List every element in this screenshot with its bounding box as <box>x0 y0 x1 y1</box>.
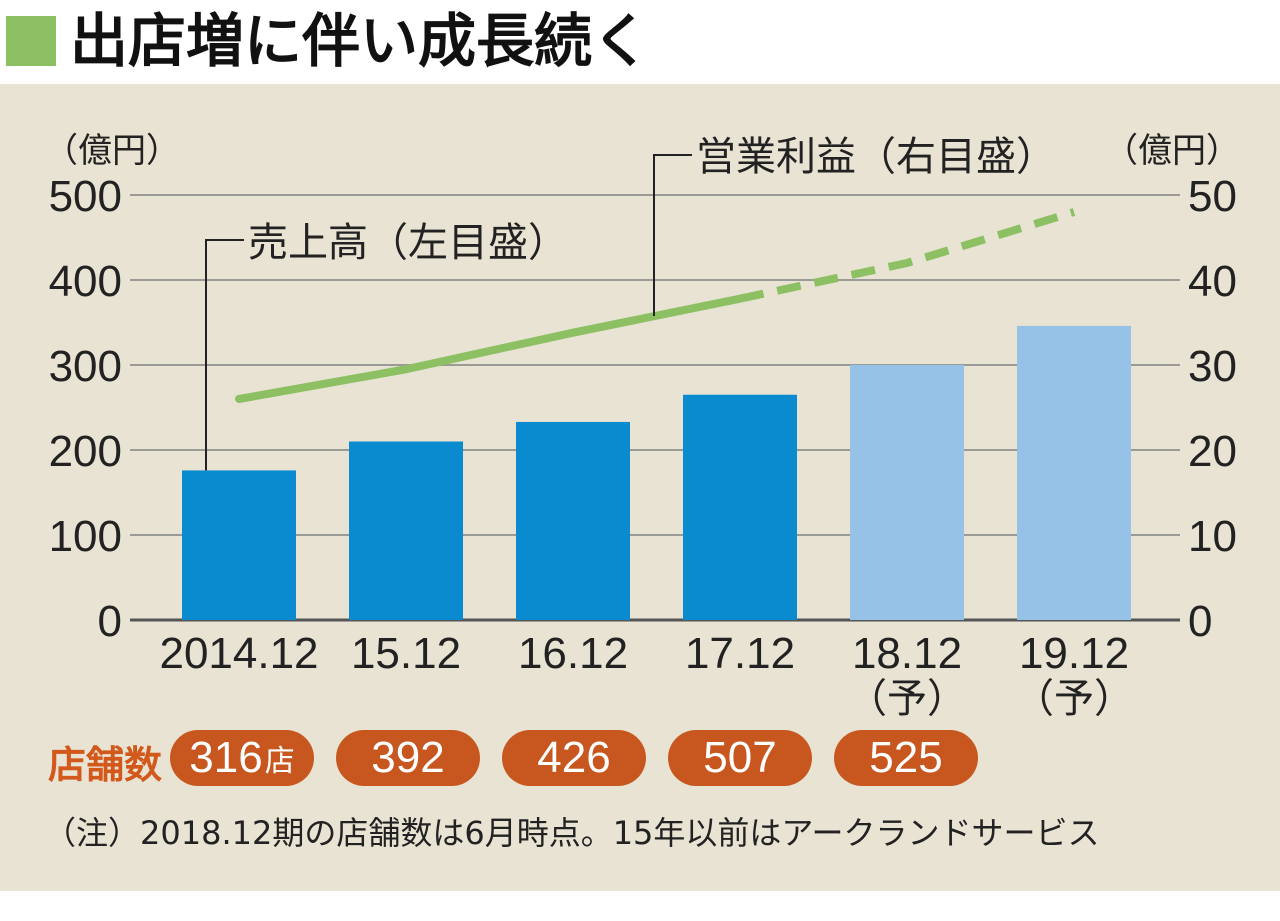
line-layer <box>235 208 1076 403</box>
store-count-pill: 426 <box>502 730 646 786</box>
bar <box>349 441 463 620</box>
right-tick-label: 30 <box>1188 342 1237 391</box>
store-count-value: 316 <box>189 733 263 782</box>
right-tick-label: 50 <box>1188 172 1237 221</box>
bar <box>683 394 797 620</box>
right-tick-label: 10 <box>1188 512 1237 561</box>
bar <box>1017 325 1131 620</box>
store-count-pill: 316 店 <box>170 730 314 786</box>
profit-series-label: 営業利益（右目盛） <box>696 134 1056 180</box>
store-count-suffix: 店 <box>264 744 295 779</box>
left-tick-label: 400 <box>49 257 122 306</box>
left-tick-label: 300 <box>49 342 122 391</box>
bar <box>182 470 296 620</box>
store-count-value: 507 <box>703 733 777 782</box>
profit-leader-line <box>653 154 692 316</box>
x-tick-sublabel: （予） <box>847 676 967 722</box>
store-count-pill: 392 <box>336 730 480 786</box>
right-tick-label: 40 <box>1188 257 1237 306</box>
left-tick-label: 0 <box>98 597 122 646</box>
x-tick-label: 16.12 <box>518 629 628 678</box>
right-tick-label: 20 <box>1188 427 1237 476</box>
store-count-pill: 525 <box>834 730 978 786</box>
title-bar: 出店増に伴い成長続く <box>0 0 1280 84</box>
x-tick-label: 18.12 <box>852 629 962 678</box>
x-tick-label: 17.12 <box>685 629 795 678</box>
store-count-value: 392 <box>371 733 445 782</box>
left-tick-label: 500 <box>49 172 122 221</box>
left-axis-unit: （億円） <box>44 131 180 171</box>
x-tick-label: 19.12 <box>1019 629 1129 678</box>
store-count-pill: 507 <box>668 730 812 786</box>
footnote: （注）2018.12期の店舗数は6月時点。15年以前はアークランドサービス <box>44 814 1100 852</box>
bar <box>516 421 630 620</box>
line-series-actual <box>235 294 744 403</box>
chart-title: 出店増に伴い成長続く <box>70 7 651 75</box>
bars-layer <box>182 325 1131 620</box>
left-tick-label: 200 <box>49 427 122 476</box>
stores-label: 店舗数 <box>48 743 163 787</box>
left-tick-label: 100 <box>49 512 122 561</box>
x-tick-sublabel: （予） <box>1014 676 1134 722</box>
bar <box>850 365 964 620</box>
sales-series-label: 売上高（左目盛） <box>248 220 568 266</box>
title-accent-square <box>6 16 56 66</box>
right-tick-label: 0 <box>1188 597 1212 646</box>
right-axis-unit: （億円） <box>1104 131 1240 171</box>
store-count-value: 426 <box>537 733 611 782</box>
sales-leader-line <box>205 239 244 471</box>
line-series-forecast <box>739 208 1076 303</box>
x-tick-label: 15.12 <box>351 629 461 678</box>
x-tick-label: 2014.12 <box>159 629 318 678</box>
store-count-value: 525 <box>869 733 943 782</box>
